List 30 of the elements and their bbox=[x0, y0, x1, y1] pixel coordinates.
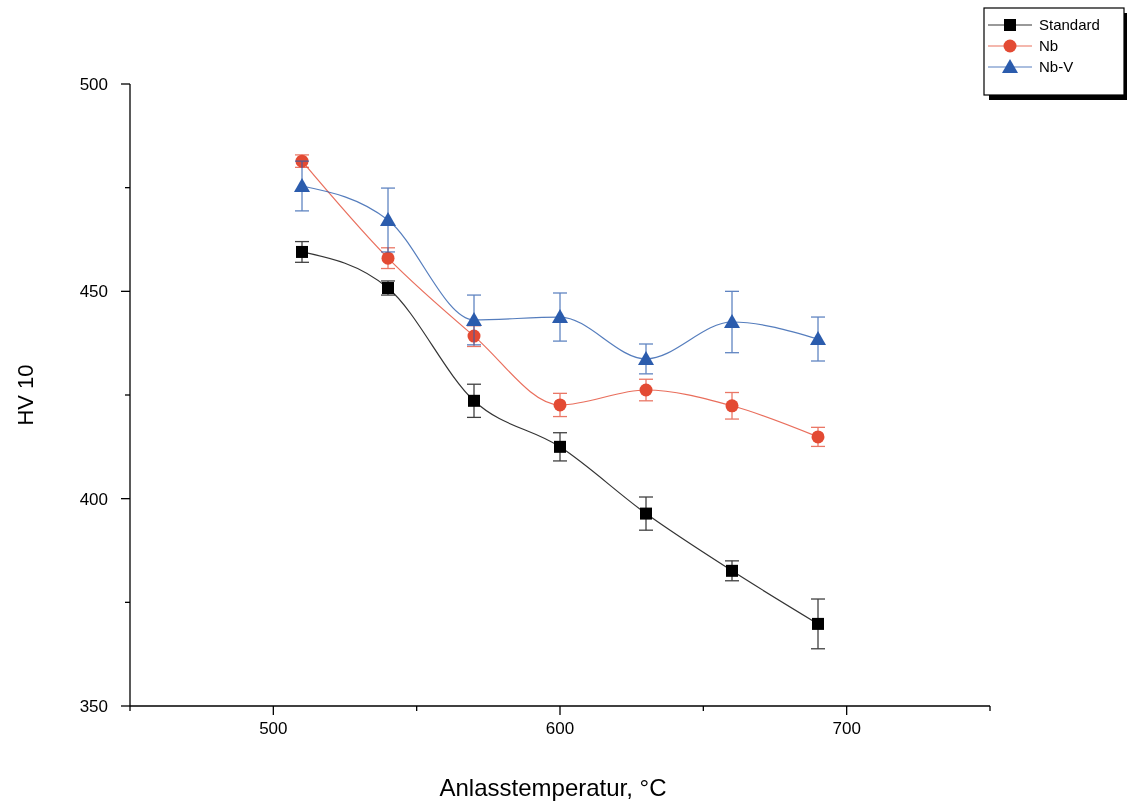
point bbox=[296, 245, 308, 258]
y-tick-label: 450 bbox=[79, 282, 108, 302]
point bbox=[640, 507, 652, 520]
y-axis-title: HV 10 bbox=[13, 364, 38, 426]
point bbox=[381, 251, 395, 265]
point bbox=[554, 440, 566, 453]
point bbox=[725, 399, 739, 413]
legend-label: Nb-V bbox=[1039, 58, 1074, 76]
y-tick-label: 400 bbox=[79, 489, 108, 509]
x-tick-label: 600 bbox=[545, 719, 575, 738]
legend-label: Standard bbox=[1039, 16, 1100, 34]
point bbox=[466, 311, 482, 326]
point bbox=[639, 383, 653, 397]
point bbox=[724, 314, 740, 329]
point bbox=[468, 394, 480, 407]
legend-label: Nb bbox=[1039, 37, 1059, 55]
point bbox=[294, 178, 310, 193]
x-axis-title: Anlasstemperatur, °C bbox=[439, 774, 667, 801]
x-tick-label: 500 bbox=[259, 719, 288, 738]
point bbox=[810, 331, 826, 346]
point bbox=[553, 398, 567, 412]
point bbox=[726, 564, 738, 577]
point bbox=[812, 617, 824, 630]
x-tick-label: 700 bbox=[832, 719, 861, 738]
y-tick-label: 350 bbox=[79, 696, 108, 716]
point bbox=[552, 309, 568, 324]
point bbox=[638, 350, 654, 365]
point bbox=[811, 430, 825, 444]
y-tick-label: 500 bbox=[79, 74, 108, 94]
point bbox=[380, 212, 396, 227]
